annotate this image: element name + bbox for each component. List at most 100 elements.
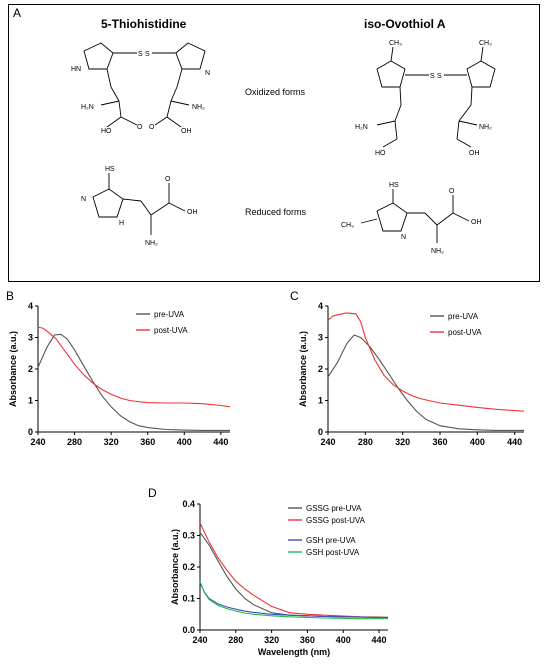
chart-c-x-axis-title: Wavelength (nm) [390, 449, 462, 450]
oxidized-forms-label: Oxidized forms [245, 87, 306, 97]
atom-nh2-3: NH₂ [145, 240, 158, 247]
atom-ch3-1: CH₃ [389, 40, 402, 47]
atom-hs-1: HS [105, 166, 115, 173]
compound-name-iso-ovothiol-a: iso-Ovothiol A [364, 17, 446, 31]
ring-thio-ox-left [83, 42, 114, 70]
chart-d-legend-label-1: GSSG post-UVA [306, 516, 366, 525]
chart-d-ytick-label: 0.2 [182, 562, 195, 572]
chart-b-series-line-0 [37, 333, 230, 431]
chart-d-legend-label-3: GSH post-UVA [306, 548, 360, 557]
atom-oh-3: OH [187, 209, 198, 216]
chart-b-xtick-label: 360 [140, 437, 155, 447]
atom-h2n-2: H₂N [355, 124, 368, 131]
chart-d-series-line-3 [199, 581, 388, 620]
chart-c-series-line-1 [327, 312, 525, 412]
chart-d-series-line-1 [199, 522, 389, 618]
atom-n-1: N [81, 196, 86, 203]
chart-d-xtick-label: 400 [336, 635, 351, 645]
atom-s-2: S [145, 51, 150, 58]
atom-ch3-3: CH₃ [341, 222, 354, 229]
chart-d-ytick-label: 0.4 [182, 499, 195, 509]
chart-b-series-line-1 [37, 326, 231, 408]
chart-c-legend-label-0: pre-UVA [448, 312, 479, 321]
chart-d-series-line-0 [199, 532, 388, 618]
atom-nh2-2: NH₂ [479, 124, 492, 131]
atom-hs-2: HS [389, 182, 399, 189]
atom-oh-2: OH [469, 150, 480, 157]
chart-c-xtick-label: 400 [470, 437, 485, 447]
chart-c-xtick-label: 320 [395, 437, 410, 447]
chart-b-x-axis-title: Wavelength (nm) [98, 449, 170, 450]
chart-d-xtick-label: 360 [300, 635, 315, 645]
ring-thio-ox-right [175, 42, 206, 70]
chart-d-ytick-label: 0.3 [182, 531, 195, 541]
chart-d-x-axis-title: Wavelength (nm) [258, 647, 330, 657]
chart-b-ytick-label: 4 [28, 301, 33, 311]
compound-name-5-thiohistidine: 5-Thiohistidine [101, 17, 187, 31]
chart-d-series-line-2 [199, 582, 388, 618]
panel-b-label: B [6, 289, 15, 303]
atom-ch3-2: CH₃ [479, 40, 492, 47]
chart-d-ytick-label: 0.0 [182, 625, 195, 635]
chart-d-xtick-label: 440 [372, 635, 387, 645]
chart-b-ytick-label: 0 [28, 427, 33, 437]
panel-c-label: C [290, 289, 299, 303]
chart-b-ytick-label: 1 [28, 396, 33, 406]
chart-c-xtick-label: 440 [507, 437, 522, 447]
atom-o-2: O [149, 124, 155, 131]
chart-c-ytick-label: 1 [318, 396, 323, 406]
chart-d: 0.0 0.1 0.2 0.3 0.4 240 280 320 360 400 440 Wavelen… [170, 499, 389, 657]
chart-c-ytick-label: 2 [318, 364, 323, 374]
chart-d-xtick-label: 240 [192, 635, 207, 645]
structures-svg: S S HN N H₂N NH₂ HO O O OH CH₃ CH₃ S S H… [71, 40, 496, 255]
atom-o-1: O [137, 124, 143, 131]
chart-b-y-axis-title: Absorbance (a.u.) [8, 331, 18, 407]
chart-c-xtick-label: 280 [358, 437, 373, 447]
chart-b-xtick-label: 280 [67, 437, 82, 447]
chart-d-xtick-label: 280 [228, 635, 243, 645]
atom-h-1: H [119, 220, 124, 227]
chart-c-ytick-label: 0 [318, 427, 323, 437]
chart-b-legend-label-1: post-UVA [154, 326, 188, 335]
atom-ho-2: HO [375, 150, 386, 157]
chart-c-ytick-label: 4 [318, 301, 323, 311]
panel-a-label: A [13, 6, 22, 20]
chart-b-xtick-label: 320 [104, 437, 119, 447]
chart-b-legend-label-0: pre-UVA [154, 310, 185, 319]
chart-b-xtick-label: 440 [213, 437, 228, 447]
atom-oh-1: OH [181, 128, 192, 135]
atom-o-4: O [449, 188, 455, 195]
atom-oh-4: OH [471, 219, 482, 226]
chart-c-xtick-label: 360 [432, 437, 447, 447]
atom-o-3: O [165, 176, 171, 183]
chart-b-ytick-label: 2 [28, 364, 33, 374]
atom-n-2: N [401, 234, 406, 241]
chart-c-series-line-0 [327, 334, 524, 431]
panel-d-label: D [148, 486, 157, 500]
chart-c: 0 1 2 3 4 240 280 320 360 400 440 Wavelength (nm) Ab… [298, 301, 525, 450]
atom-nh2-1: NH₂ [192, 104, 205, 111]
chart-b-xtick-label: 240 [30, 437, 45, 447]
panel-a-box: A 5-Thiohistidine iso-Ovothiol A Oxidize… [8, 4, 540, 282]
chart-c-legend-label-1: post-UVA [448, 328, 482, 337]
chart-b: 0 1 2 3 4 240 280 320 360 400 440 Wavelength (nm) Ab… [8, 301, 231, 450]
chart-d-y-axis-title: Absorbance (a.u.) [170, 529, 180, 605]
reduced-forms-label: Reduced forms [245, 207, 307, 217]
chart-d-legend-label-2: GSH pre-UVA [306, 536, 356, 545]
chart-c-y-axis-title: Absorbance (a.u.) [298, 331, 308, 407]
ring-ovo-ox-left [376, 60, 406, 88]
chart-d-xtick-label: 320 [264, 635, 279, 645]
chart-d-legend-label-0: GSSG pre-UVA [306, 504, 362, 513]
atom-s-3: S [430, 73, 435, 80]
atom-hn-1: HN [71, 66, 81, 73]
chart-c-xtick-label: 240 [320, 437, 335, 447]
atom-nh2-4: NH₂ [431, 248, 444, 255]
atom-ho-1: HO [101, 128, 112, 135]
atom-h2n-1: H₂N [81, 104, 94, 111]
chart-c-ytick-label: 3 [318, 333, 323, 343]
chart-b-xtick-label: 400 [177, 437, 192, 447]
chart-d-ytick-label: 0.1 [182, 594, 195, 604]
atom-nh-1: N [205, 70, 210, 77]
atom-s-4: S [437, 73, 442, 80]
chart-b-ytick-label: 3 [28, 333, 33, 343]
